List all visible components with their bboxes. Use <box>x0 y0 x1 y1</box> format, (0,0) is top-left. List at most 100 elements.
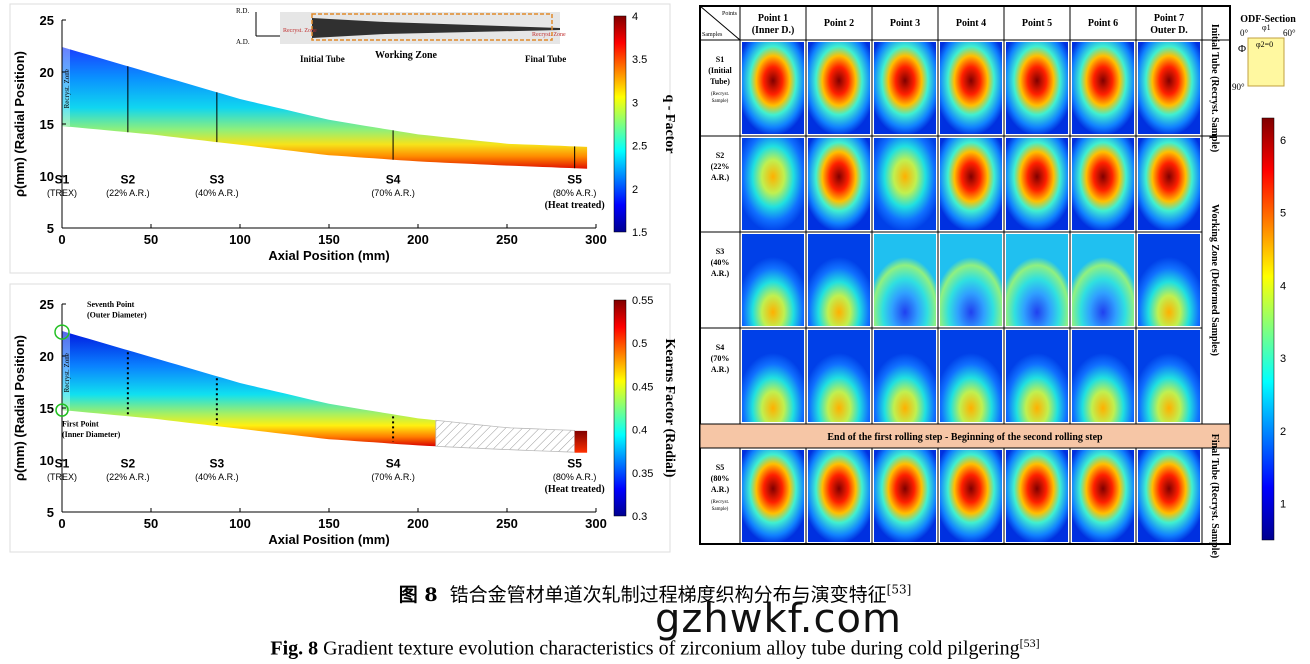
colorbar <box>613 15 627 233</box>
odf-cell <box>1006 330 1068 422</box>
inset-recryst-left: Recryst. Zone <box>283 28 317 34</box>
corner-diagonal <box>699 5 741 41</box>
sample-label: S1 <box>716 55 724 64</box>
odf-colorbar-tick: 3 <box>1280 353 1286 365</box>
odf-phi1-label: φ1 <box>1262 23 1271 32</box>
caption-cn-text: 锆合金管材单道次轧制过程梯度织构分布与演变特征 <box>449 584 887 606</box>
colorbar-tick-label: 3.5 <box>632 54 647 66</box>
sample-sub2: (Heat treated) <box>545 484 605 495</box>
odf-colorbar-tick: 5 <box>1280 208 1286 220</box>
first-point-circle <box>55 403 69 417</box>
y-tick-label: 10 <box>40 169 54 184</box>
sample-id: S4 <box>386 456 401 470</box>
inset-final-tube: Final Tube <box>525 54 566 64</box>
y-axis-label: ρ(mm) (Radial Position) <box>12 51 27 197</box>
x-tick-label: 50 <box>144 232 158 247</box>
sample-label: (Initial <box>708 66 732 75</box>
odf-cell <box>940 330 1002 422</box>
x-tick-label: 100 <box>229 232 251 247</box>
sample-label: S4 <box>716 343 724 352</box>
sample-sub2: (Heat treated) <box>545 200 605 211</box>
x-tick-label: 250 <box>496 516 518 531</box>
sample-label-small: (Recryst. <box>711 92 729 97</box>
inset-recryst-right: Recryst. Zone <box>532 32 566 38</box>
odf-phi1-zero: 0° <box>1240 28 1249 38</box>
caption-en-ref: [53] <box>1019 636 1040 650</box>
odf-cell <box>742 234 804 326</box>
odf-cell <box>808 450 870 542</box>
watermark: gzhwkf.com <box>655 596 902 642</box>
y-tick-label: 15 <box>40 401 54 416</box>
seventh-point-circle <box>54 324 70 340</box>
odf-cell <box>1072 330 1134 422</box>
recryst-zone-strip <box>62 331 70 411</box>
odf-Phi-max: 90° <box>1232 82 1245 92</box>
y-tick-label: 25 <box>40 13 54 28</box>
inset-rd-label: R.D. <box>236 7 249 15</box>
odf-cell <box>808 234 870 326</box>
tube-field <box>62 331 436 447</box>
colorbar-tick-label: 0.55 <box>632 295 653 307</box>
colorbar <box>613 299 627 517</box>
odf-Phi-label: Φ <box>1238 43 1246 55</box>
odf-cell <box>742 450 804 542</box>
odf-colorbar-tick: 2 <box>1280 426 1286 438</box>
odf-cell <box>1072 234 1134 326</box>
sample-label-small: Sample) <box>712 507 729 512</box>
side-label-cell <box>1201 135 1231 425</box>
colorbar-tick-label: 0.5 <box>632 338 647 350</box>
odf-cell <box>874 450 936 542</box>
point-header-sub: (Inner D.) <box>752 25 795 36</box>
caption-en-text: Gradient texture evolution characteristi… <box>323 637 1020 660</box>
sample-sub: (22% A.R.) <box>106 188 150 198</box>
sample-sub: (TREX) <box>47 188 77 198</box>
odf-cell <box>1006 138 1068 230</box>
corner-samples: Samples <box>702 32 723 38</box>
x-tick-label: 150 <box>318 516 340 531</box>
colorbar-tick-label: 0.4 <box>632 425 647 437</box>
point-header: Point 1 <box>758 13 788 24</box>
sample-sub: (80% A.R.) <box>553 188 597 198</box>
odf-colorbar-tick: 1 <box>1280 499 1286 511</box>
odf-section-title: ODF-Section <box>1240 14 1296 25</box>
sample-sub: (40% A.R.) <box>195 472 239 482</box>
seventh-point-sub: (Outer Diameter) <box>87 311 147 320</box>
sample-label-small: (Recryst. <box>711 500 729 505</box>
recryst-zone-label: Recryst. Zone <box>63 69 71 108</box>
odf-cell <box>874 330 936 422</box>
odf-cell <box>808 42 870 134</box>
y-tick-label: 5 <box>47 505 54 520</box>
first-point-label: First Point <box>62 420 99 429</box>
y-tick-label: 25 <box>40 297 54 312</box>
sample-label: (40% <box>711 258 730 267</box>
sample-label-small: Sample) <box>712 99 729 104</box>
point-header: Point 3 <box>890 18 920 29</box>
odf-colorbar-tick: 6 <box>1280 135 1286 147</box>
odf-cell <box>1006 42 1068 134</box>
inset-working-zone: Working Zone <box>375 50 438 61</box>
sample-id: S1 <box>55 172 70 186</box>
inset-working-box <box>311 13 553 41</box>
odf-colorbar-tick: 4 <box>1280 280 1286 292</box>
side-label: Working Zone (Deformed Samples) <box>1209 204 1220 356</box>
y-tick-label: 20 <box>40 65 54 80</box>
odf-cell <box>1072 138 1134 230</box>
odf-section-box <box>1247 37 1285 87</box>
top-left-panel-frame <box>9 3 671 274</box>
colorbar-tick-label: 3 <box>632 97 638 109</box>
y-axis-label: ρ(mm) (Radial Position) <box>12 335 27 481</box>
sample-label: A.R.) <box>711 365 730 374</box>
side-label-cell <box>1201 447 1231 545</box>
sample-id: S3 <box>210 172 225 186</box>
recryst-zone-label: Recryst. Zone <box>63 353 71 392</box>
sample-sub: (40% A.R.) <box>195 188 239 198</box>
odf-phi2-label: φ2=0 <box>1256 40 1273 49</box>
x-tick-label: 300 <box>585 516 607 531</box>
sample-id: S4 <box>386 172 401 186</box>
caption-english: Fig. 8 Gradient texture evolution charac… <box>0 636 1310 661</box>
sample-label: Tube) <box>710 77 730 86</box>
sample-label: S3 <box>716 247 724 256</box>
y-tick-label: 20 <box>40 349 54 364</box>
odf-cell <box>1072 450 1134 542</box>
